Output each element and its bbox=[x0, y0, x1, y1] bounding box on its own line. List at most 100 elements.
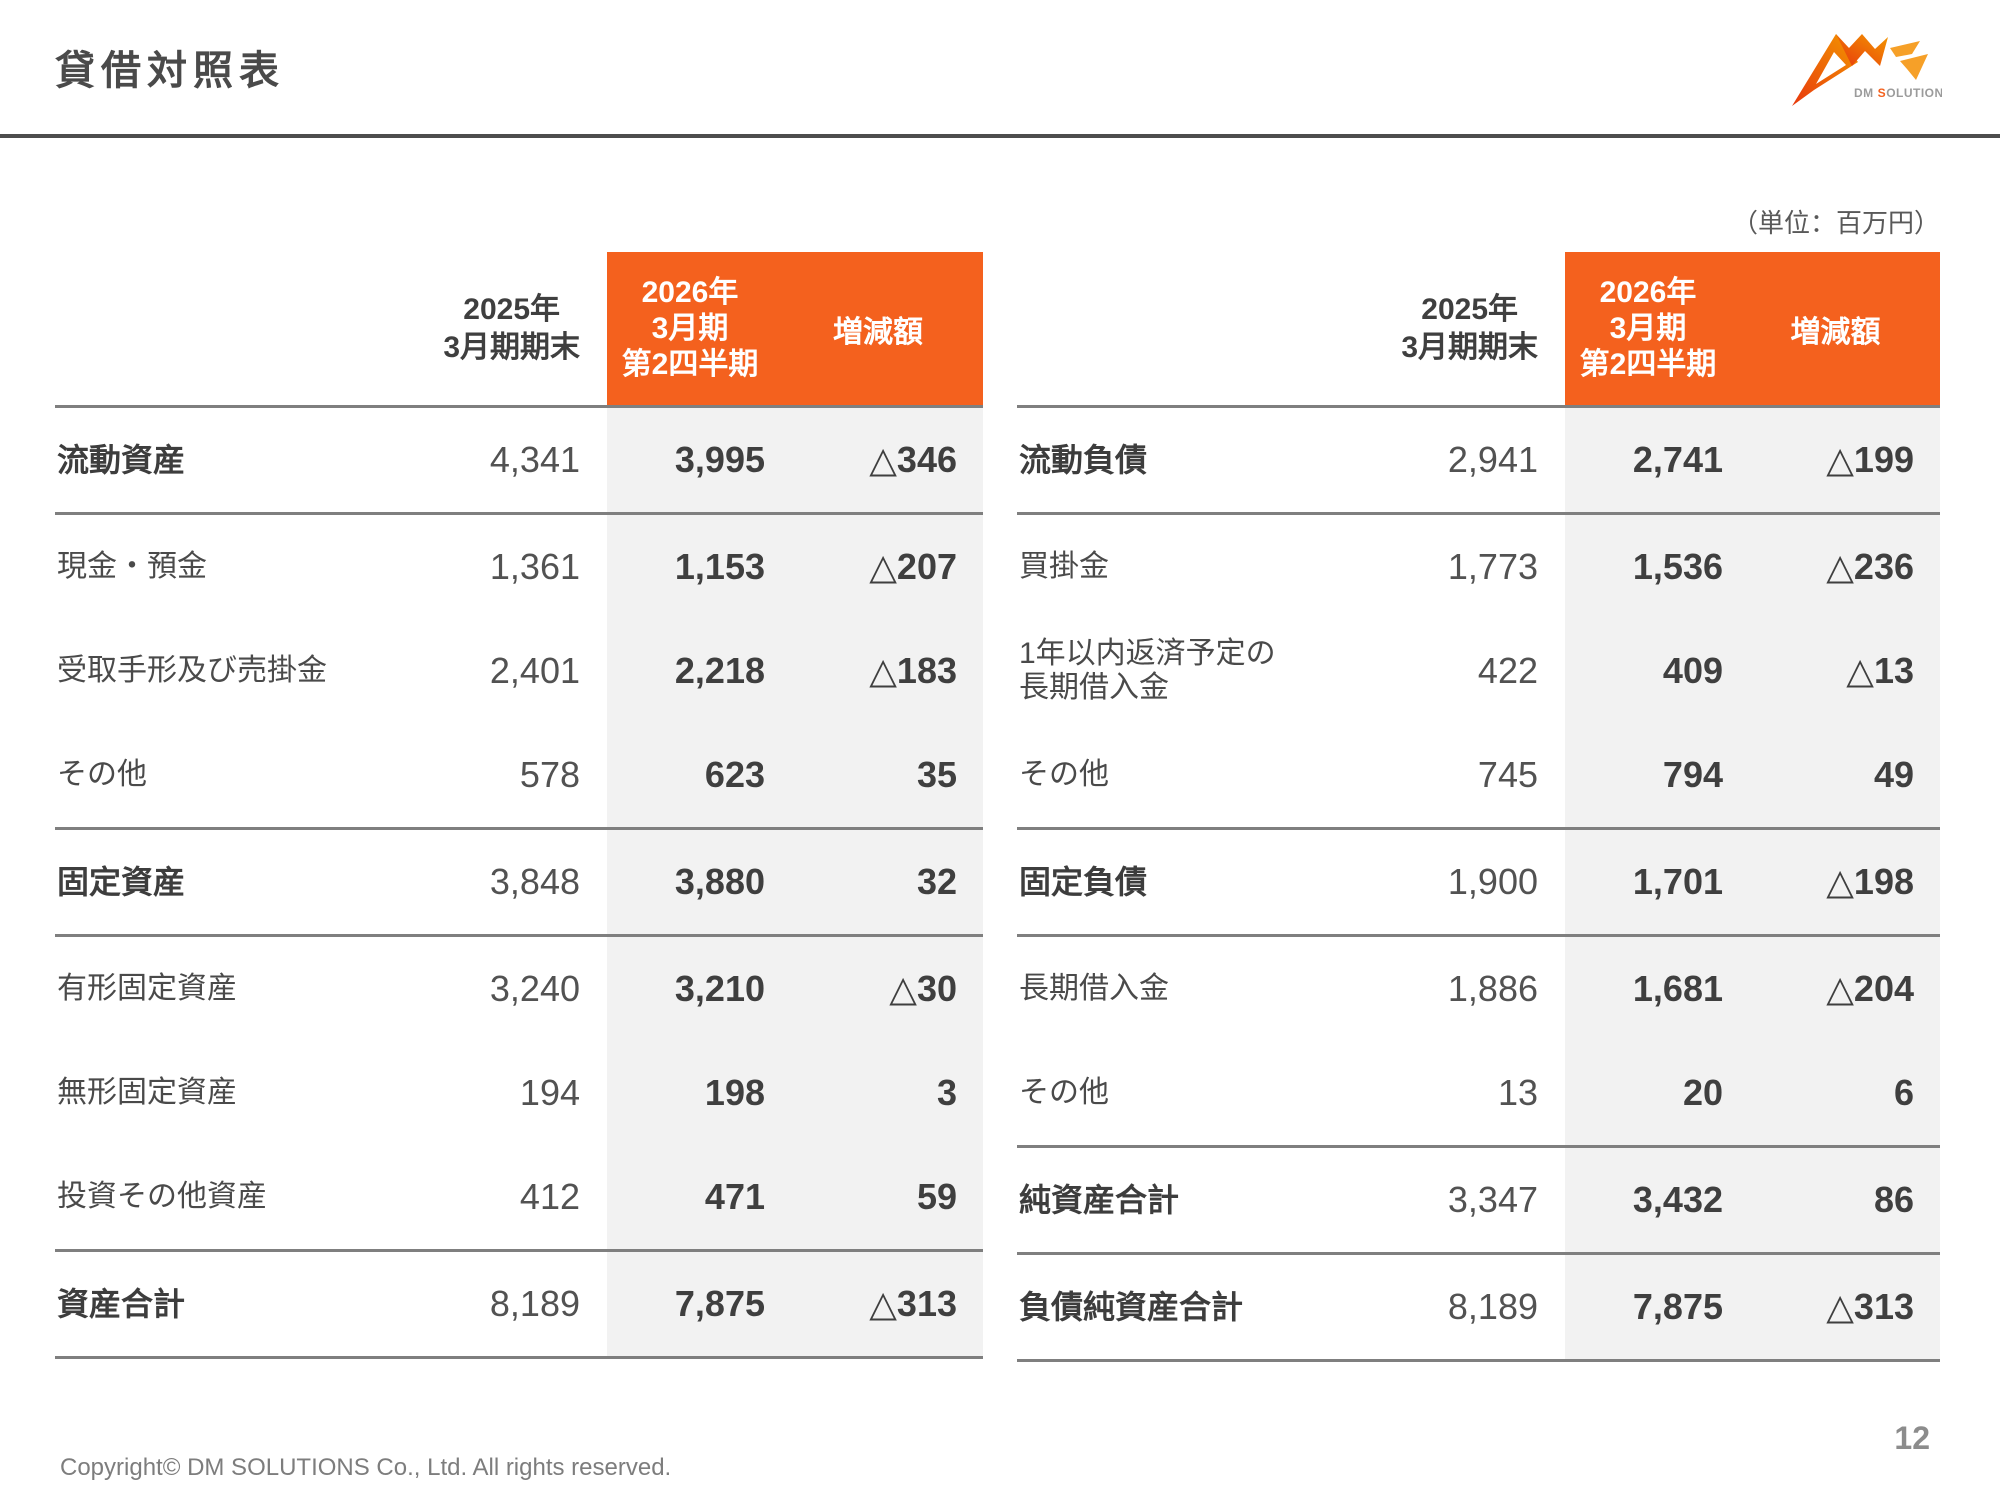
row-label: 固定資産 bbox=[57, 863, 186, 900]
value-change: △313 bbox=[773, 1252, 983, 1356]
table-row: 固定資産 3,848 3,880 32 bbox=[55, 827, 983, 937]
value-current-period: 1,681 bbox=[1565, 937, 1731, 1041]
value-prev-period: 4,341 bbox=[489, 439, 580, 480]
row-label: 1年以内返済予定の 長期借入金 bbox=[1019, 636, 1276, 705]
table-row: 買掛金 1,773 1,536 △236 bbox=[1017, 515, 1940, 619]
col-header-change: 増減額 bbox=[833, 315, 923, 349]
liabilities-table-body: 流動負債 2,941 2,741 △199 買掛金 1,773 1,536 △2… bbox=[1017, 405, 1940, 1362]
row-label: 固定負債 bbox=[1019, 863, 1148, 900]
value-prev-period: 578 bbox=[519, 754, 580, 795]
value-change: △13 bbox=[1731, 619, 1940, 723]
value-change: △198 bbox=[1731, 830, 1940, 934]
title-divider bbox=[0, 134, 2000, 138]
logo-slash-top bbox=[1890, 41, 1920, 57]
table-row: 長期借入金 1,886 1,681 △204 bbox=[1017, 937, 1940, 1041]
assets-table: 2025年 3月期期末 2026年 3月期 第2四半期 増減額 流動資産 4,3… bbox=[55, 252, 983, 1359]
row-label: 長期借入金 bbox=[1019, 971, 1169, 1005]
col-header-current-period: 2026年 3月期 第2四半期 bbox=[621, 275, 759, 381]
col-header-prev-line2: 3月期期末 bbox=[1401, 330, 1538, 364]
table-row: その他 13 20 6 bbox=[1017, 1041, 1940, 1145]
value-change: 6 bbox=[1731, 1041, 1940, 1145]
row-label: その他 bbox=[1019, 1075, 1109, 1109]
value-current-period: 1,536 bbox=[1565, 515, 1731, 619]
value-prev-period: 194 bbox=[519, 1072, 580, 1113]
value-change: 3 bbox=[773, 1041, 983, 1145]
value-change: 32 bbox=[773, 830, 983, 934]
table-row: 純資産合計 3,347 3,432 86 bbox=[1017, 1145, 1940, 1255]
logo-slash-bottom bbox=[1900, 54, 1928, 80]
value-prev-period: 1,900 bbox=[1447, 861, 1538, 902]
row-label: 資産合計 bbox=[57, 1285, 186, 1322]
value-current-period: 1,153 bbox=[607, 515, 773, 619]
col-header-prev-period: 2025年 3月期期末 bbox=[55, 252, 607, 405]
table-row: 有形固定資産 3,240 3,210 △30 bbox=[55, 937, 983, 1041]
value-current-period: 198 bbox=[607, 1041, 773, 1145]
page-number: 12 bbox=[1894, 1420, 1930, 1456]
row-label: 無形固定資産 bbox=[57, 1075, 237, 1109]
row-label: 現金・預金 bbox=[57, 549, 207, 583]
value-prev-period: 8,189 bbox=[489, 1283, 580, 1324]
value-prev-period: 412 bbox=[519, 1176, 580, 1217]
table-row: 流動負債 2,941 2,741 △199 bbox=[1017, 405, 1940, 515]
assets-table-header: 2025年 3月期期末 2026年 3月期 第2四半期 増減額 bbox=[55, 252, 983, 405]
row-label: その他 bbox=[57, 757, 147, 791]
table-row: 固定負債 1,900 1,701 △198 bbox=[1017, 827, 1940, 937]
unit-note: （単位：百万円） bbox=[1731, 208, 1940, 238]
table-row: 負債純資産合計 8,189 7,875 △313 bbox=[1017, 1255, 1940, 1362]
value-prev-period: 1,773 bbox=[1447, 546, 1538, 587]
value-change: △346 bbox=[773, 408, 983, 512]
table-row: 1年以内返済予定の 長期借入金 422 409 △13 bbox=[1017, 619, 1940, 723]
value-current-period: 1,701 bbox=[1565, 830, 1731, 934]
col-header-orange-block: 2026年 3月期 第2四半期 増減額 bbox=[607, 252, 983, 405]
value-prev-period: 3,347 bbox=[1447, 1179, 1538, 1220]
value-current-period: 2,218 bbox=[607, 619, 773, 723]
value-current-period: 471 bbox=[607, 1145, 773, 1249]
value-current-period: 794 bbox=[1565, 723, 1731, 827]
table-row: 投資その他資産 412 471 59 bbox=[55, 1145, 983, 1249]
value-current-period: 3,432 bbox=[1565, 1148, 1731, 1252]
row-label: 流動負債 bbox=[1019, 441, 1148, 478]
value-current-period: 7,875 bbox=[607, 1252, 773, 1356]
value-current-period: 20 bbox=[1565, 1041, 1731, 1145]
value-prev-period: 1,361 bbox=[489, 546, 580, 587]
value-change: △204 bbox=[1731, 937, 1940, 1041]
value-change: △30 bbox=[773, 937, 983, 1041]
col-header-change: 増減額 bbox=[1790, 315, 1881, 349]
table-row: 資産合計 8,189 7,875 △313 bbox=[55, 1249, 983, 1359]
col-header-prev-line2: 3月期期末 bbox=[443, 330, 580, 364]
row-label: 流動資産 bbox=[57, 441, 186, 478]
row-label: 買掛金 bbox=[1019, 549, 1109, 583]
col-header-orange-block: 2026年 3月期 第2四半期 増減額 bbox=[1565, 252, 1940, 405]
logo-m-zigzag bbox=[1836, 34, 1888, 66]
logo-arrow-triangle bbox=[1792, 34, 1858, 106]
value-change: 59 bbox=[773, 1145, 983, 1249]
assets-table-body: 流動資産 4,341 3,995 △346 現金・預金 1,361 1,153 … bbox=[55, 405, 983, 1359]
value-current-period: 3,880 bbox=[607, 830, 773, 934]
row-label: 有形固定資産 bbox=[57, 971, 237, 1005]
value-current-period: 3,995 bbox=[607, 408, 773, 512]
value-prev-period: 745 bbox=[1477, 754, 1538, 795]
table-row: その他 578 623 35 bbox=[55, 723, 983, 827]
row-label: 受取手形及び売掛金 bbox=[57, 653, 327, 687]
row-label: 純資産合計 bbox=[1019, 1181, 1180, 1218]
value-change: △199 bbox=[1731, 408, 1940, 512]
value-prev-period: 3,240 bbox=[489, 968, 580, 1009]
row-label: 負債純資産合計 bbox=[1019, 1288, 1244, 1325]
page-title: 貸借対照表 bbox=[55, 49, 285, 93]
value-prev-period: 2,941 bbox=[1447, 439, 1538, 480]
liabilities-table: 2025年 3月期期末 2026年 3月期 第2四半期 増減額 流動負債 2,9… bbox=[1017, 252, 1940, 1362]
table-row: 受取手形及び売掛金 2,401 2,218 △183 bbox=[55, 619, 983, 723]
value-current-period: 2,741 bbox=[1565, 408, 1731, 512]
col-header-prev-line1: 2025年 bbox=[1421, 293, 1519, 326]
row-label: その他 bbox=[1019, 757, 1109, 791]
value-prev-period: 3,848 bbox=[489, 861, 580, 902]
col-header-current-period: 2026年 3月期 第2四半期 bbox=[1579, 275, 1717, 381]
value-change: 49 bbox=[1731, 723, 1940, 827]
value-prev-period: 2,401 bbox=[489, 650, 580, 691]
value-change: △313 bbox=[1731, 1255, 1940, 1359]
value-change: △207 bbox=[773, 515, 983, 619]
value-change: 35 bbox=[773, 723, 983, 827]
value-prev-period: 13 bbox=[1497, 1072, 1538, 1113]
table-row: 無形固定資産 194 198 3 bbox=[55, 1041, 983, 1145]
